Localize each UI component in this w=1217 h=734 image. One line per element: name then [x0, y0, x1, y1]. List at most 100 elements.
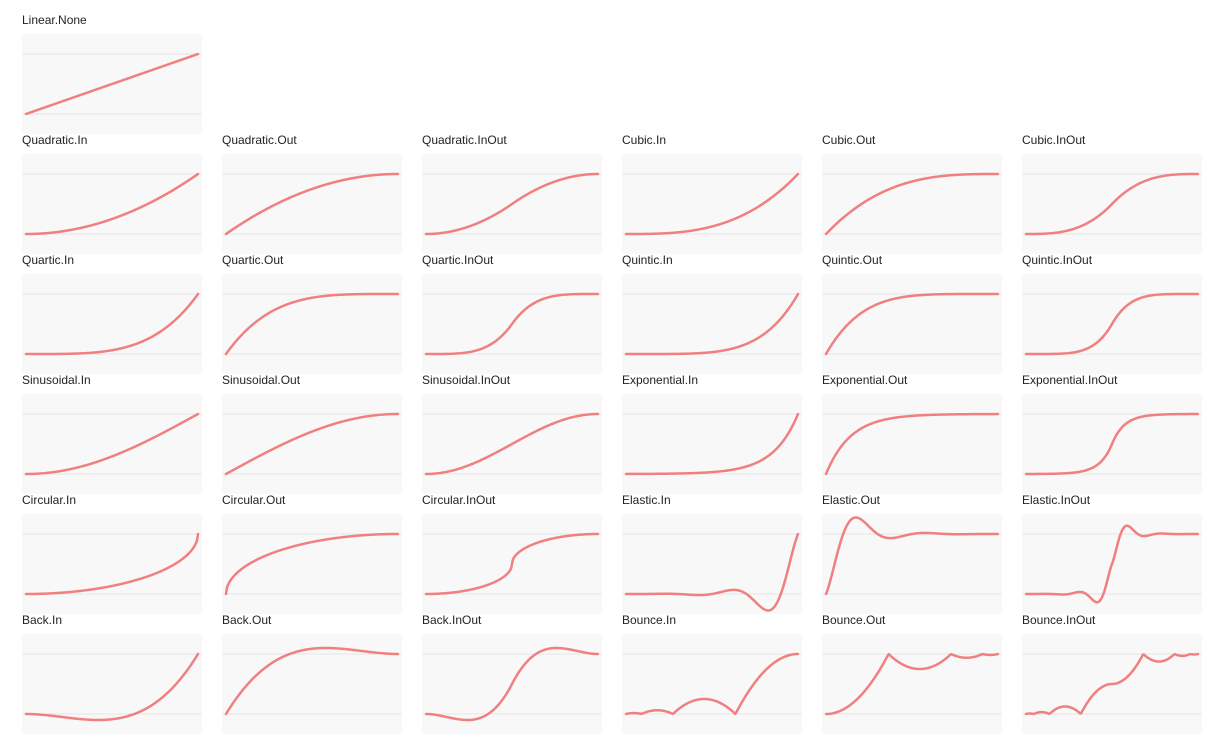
chart-title: Cubic.In [622, 133, 667, 147]
easing-curve [824, 516, 1000, 596]
chart-title: Sinusoidal.InOut [422, 373, 511, 387]
easing-curve [1024, 172, 1200, 236]
plot-svg [422, 646, 602, 722]
plot-svg [222, 292, 402, 356]
plot-area [1022, 154, 1202, 254]
plot-svg [822, 292, 1002, 356]
chart-title: Quintic.In [622, 253, 673, 267]
chart-sinusoidal-inout: Sinusoidal.InOut [422, 368, 602, 494]
plot-area [822, 394, 1002, 494]
easing-curve [624, 292, 800, 356]
chart-cubic-in: Cubic.In [622, 128, 802, 254]
plot-svg [22, 52, 202, 116]
plot-area [222, 634, 402, 734]
easing-curve [1024, 652, 1200, 716]
easing-curve [1024, 524, 1200, 604]
chart-elastic-inout: Elastic.InOut [1022, 488, 1202, 614]
plot-svg [822, 516, 1002, 596]
chart-back-out: Back.Out [222, 608, 402, 734]
plot-svg [22, 292, 202, 356]
chart-title: Exponential.Out [822, 373, 908, 387]
easing-curve [1024, 292, 1200, 356]
easing-curve [424, 172, 600, 236]
plot-area [22, 394, 202, 494]
chart-title: Quintic.InOut [1022, 253, 1093, 267]
plot-area [222, 514, 402, 614]
easing-curve [24, 172, 200, 236]
plot-svg [622, 172, 802, 236]
easing-curve [24, 652, 200, 722]
easing-curve [624, 652, 800, 716]
plot-area [222, 274, 402, 374]
chart-title: Quadratic.InOut [422, 133, 507, 147]
chart-title: Circular.In [22, 493, 77, 507]
chart-elastic-out: Elastic.Out [822, 488, 1002, 614]
plot-svg [222, 412, 402, 476]
plot-svg [22, 172, 202, 236]
plot-svg [22, 532, 202, 596]
plot-area [822, 274, 1002, 374]
chart-circular-out: Circular.Out [222, 488, 402, 614]
easing-curve [224, 646, 400, 716]
plot-svg [422, 412, 602, 476]
easing-curve [624, 532, 800, 612]
easing-curve [624, 412, 800, 476]
easing-curve [24, 532, 200, 596]
easing-curve [824, 172, 1000, 236]
chart-title: Quartic.InOut [422, 253, 494, 267]
plot-area [622, 394, 802, 494]
chart-title: Quadratic.Out [222, 133, 297, 147]
chart-quadratic-out: Quadratic.Out [222, 128, 402, 254]
chart-elastic-in: Elastic.In [622, 488, 802, 614]
easing-curve [624, 172, 800, 236]
chart-quadratic-inout: Quadratic.InOut [422, 128, 602, 254]
plot-area [22, 274, 202, 374]
chart-title: Elastic.InOut [1022, 493, 1091, 507]
plot-area [22, 634, 202, 734]
plot-area [222, 154, 402, 254]
plot-svg [822, 412, 1002, 476]
easing-curve [824, 652, 1000, 716]
chart-title: Quartic.Out [222, 253, 284, 267]
plot-area [1022, 274, 1202, 374]
plot-area [622, 154, 802, 254]
plot-area [1022, 394, 1202, 494]
plot-svg [22, 652, 202, 722]
plot-svg [222, 172, 402, 236]
plot-area [822, 634, 1002, 734]
chart-quartic-out: Quartic.Out [222, 248, 402, 374]
plot-area [422, 274, 602, 374]
chart-title: Bounce.Out [822, 613, 886, 627]
chart-title: Quartic.In [22, 253, 75, 267]
easing-curve [224, 292, 400, 356]
plot-area [1022, 514, 1202, 614]
plot-area [422, 514, 602, 614]
chart-title: Back.Out [222, 613, 272, 627]
plot-svg [1022, 292, 1202, 356]
chart-quintic-in: Quintic.In [622, 248, 802, 374]
chart-title: Sinusoidal.In [22, 373, 91, 387]
plot-svg [422, 292, 602, 356]
plot-svg [422, 532, 602, 596]
easing-curve [224, 412, 400, 476]
easing-curve [224, 532, 400, 596]
easing-curve [224, 172, 400, 236]
chart-sinusoidal-out: Sinusoidal.Out [222, 368, 402, 494]
chart-title: Elastic.Out [822, 493, 881, 507]
plot-svg [222, 532, 402, 596]
chart-bounce-in: Bounce.In [622, 608, 802, 734]
plot-area [822, 514, 1002, 614]
chart-title: Quadratic.In [22, 133, 88, 147]
plot-svg [622, 532, 802, 612]
easing-curve [824, 292, 1000, 356]
chart-title: Back.In [22, 613, 63, 627]
chart-title: Sinusoidal.Out [222, 373, 301, 387]
chart-back-inout: Back.InOut [422, 608, 602, 734]
plot-svg [1022, 652, 1202, 716]
chart-circular-in: Circular.In [22, 488, 202, 614]
plot-area [822, 154, 1002, 254]
chart-title: Cubic.Out [822, 133, 876, 147]
chart-title: Exponential.In [622, 373, 699, 387]
plot-svg [422, 172, 602, 236]
